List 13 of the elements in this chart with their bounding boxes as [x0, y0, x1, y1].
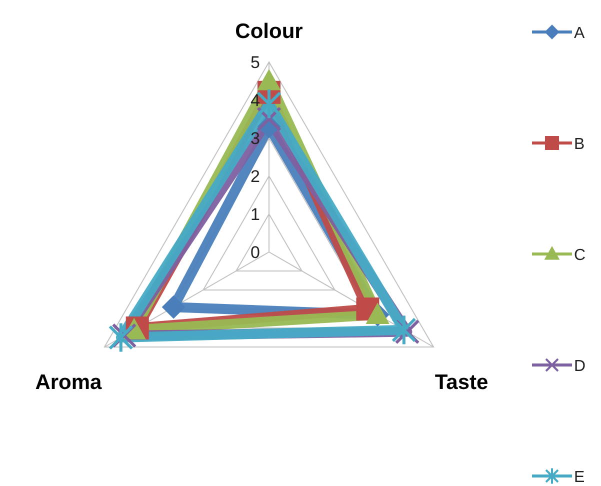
y-tick-label: 1 — [250, 205, 260, 224]
y-tick-label: 2 — [250, 167, 260, 186]
y-tick-label: 3 — [250, 129, 260, 148]
legend-label: D — [574, 358, 586, 375]
legend-label: B — [574, 136, 585, 153]
legend-label: A — [574, 25, 585, 42]
y-tick-label: 5 — [250, 53, 260, 72]
legend-label: E — [574, 469, 585, 486]
spoke-label: Aroma — [35, 371, 102, 394]
legend-label: C — [574, 247, 586, 264]
y-tick-label: 0 — [250, 243, 260, 262]
spoke-label: Taste — [434, 371, 488, 394]
spoke-label: Colour — [235, 20, 303, 43]
